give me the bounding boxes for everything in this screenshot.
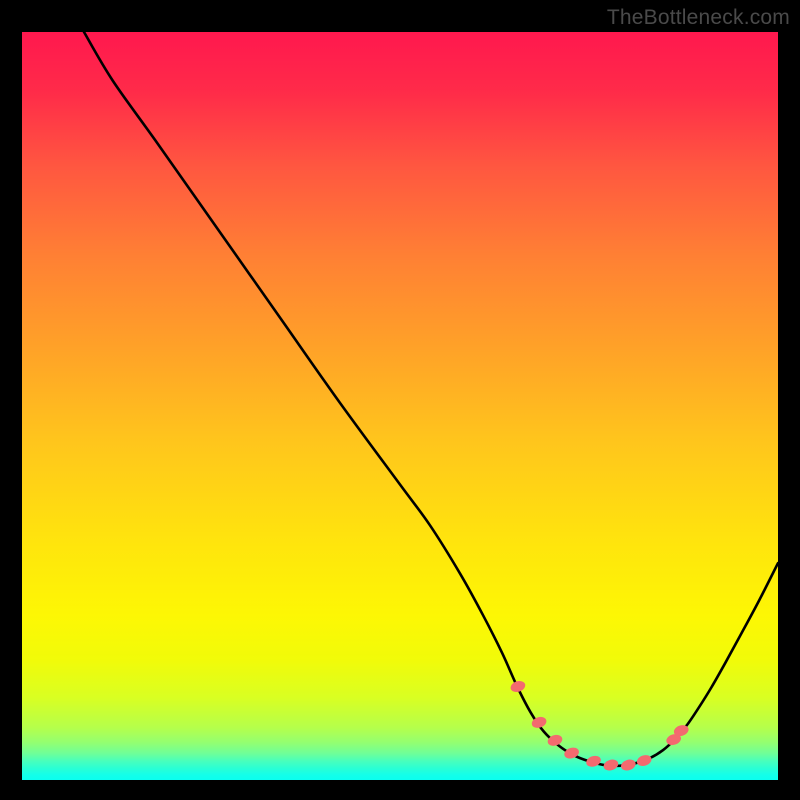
plot-svg [22,32,778,780]
plot-area [22,32,778,780]
plot-background [22,32,778,780]
watermark-text: TheBottleneck.com [607,6,790,30]
chart-frame: TheBottleneck.com [0,0,800,800]
